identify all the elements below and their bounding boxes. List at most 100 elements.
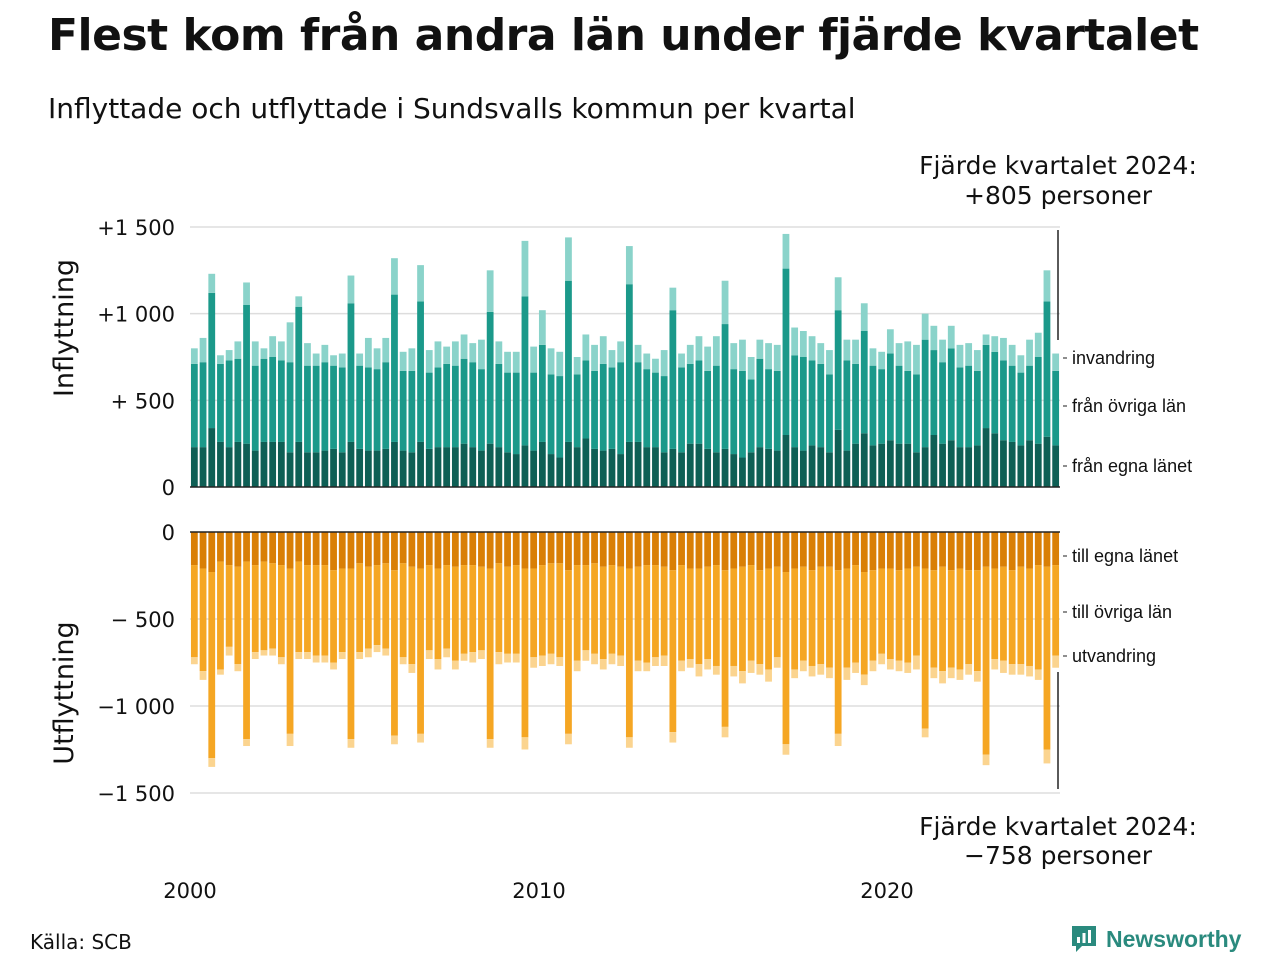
bar-in-0 — [765, 448, 772, 487]
bar-out-2 — [408, 664, 416, 673]
bar-out-2 — [834, 733, 842, 747]
bar-in-2 — [860, 303, 868, 331]
bar-in-2 — [625, 246, 633, 285]
bar-in-2 — [782, 233, 790, 269]
bar-out-1 — [582, 565, 590, 651]
bar-out-0 — [1000, 532, 1007, 567]
y-tick-label-out: − 500 — [111, 608, 175, 632]
bar-in-2 — [382, 337, 390, 363]
bar-in-1 — [921, 339, 929, 448]
bar-in-0 — [443, 447, 451, 487]
bar-out-1 — [773, 566, 781, 658]
bar-out-2 — [617, 655, 625, 666]
bar-in-2 — [391, 258, 398, 295]
bar-in-2 — [399, 351, 407, 371]
annotation-in-line2: +805 personer — [964, 181, 1153, 210]
bar-out-1 — [886, 568, 894, 660]
x-tick-label: 2010 — [512, 879, 565, 903]
bar-in-2 — [547, 348, 555, 375]
bar-in-0 — [1017, 445, 1025, 487]
bar-in-1 — [678, 367, 685, 453]
bar-in-1 — [312, 365, 320, 453]
bar-out-1 — [765, 568, 772, 670]
bar-out-1 — [904, 568, 912, 663]
bar-out-2 — [773, 657, 781, 668]
bar-in-2 — [826, 350, 833, 375]
bar-in-2 — [756, 339, 764, 359]
bar-in-0 — [565, 441, 572, 487]
bar-in-0 — [704, 448, 712, 487]
bar-out-1 — [843, 568, 851, 668]
bar-in-1 — [373, 369, 381, 451]
bar-out-2 — [521, 737, 529, 750]
bar-out-0 — [330, 532, 337, 571]
bar-in-2 — [417, 265, 424, 302]
bar-out-2 — [826, 667, 833, 679]
bar-out-0 — [538, 532, 546, 566]
bar-out-2 — [739, 671, 746, 684]
bar-in-1 — [217, 363, 224, 442]
bar-out-0 — [1034, 532, 1042, 566]
bar-in-0 — [382, 448, 390, 487]
bar-in-2 — [565, 237, 572, 281]
bar-in-2 — [190, 348, 198, 364]
bar-out-0 — [451, 532, 459, 567]
bar-in-2 — [1034, 332, 1042, 357]
bar-out-2 — [686, 659, 694, 668]
bar-in-1 — [1008, 365, 1016, 442]
bar-out-1 — [312, 565, 320, 656]
bar-in-1 — [582, 360, 590, 439]
y-tick-label-in: +1 000 — [97, 303, 175, 327]
bar-in-0 — [330, 448, 337, 487]
bar-out-0 — [1017, 532, 1025, 567]
bar-out-0 — [669, 532, 677, 571]
bar-out-2 — [399, 657, 407, 665]
bar-in-0 — [599, 450, 607, 487]
bar-in-1 — [286, 362, 294, 453]
bar-out-1 — [417, 568, 424, 734]
bar-out-1 — [269, 563, 277, 649]
bar-in-2 — [1000, 337, 1007, 361]
bar-in-0 — [417, 441, 424, 487]
bar-out-1 — [852, 565, 859, 663]
bar-in-2 — [747, 357, 755, 380]
bar-out-2 — [591, 653, 598, 665]
bar-out-0 — [730, 532, 738, 569]
bar-out-2 — [747, 660, 755, 673]
bar-out-1 — [599, 566, 607, 660]
bar-in-0 — [338, 452, 346, 487]
bar-out-0 — [399, 532, 407, 564]
bar-in-0 — [678, 452, 685, 487]
bar-in-0 — [695, 443, 703, 487]
bar-in-2 — [1026, 339, 1033, 366]
bar-in-2 — [373, 348, 381, 370]
bar-in-0 — [512, 454, 520, 487]
bar-in-2 — [773, 344, 781, 371]
bar-in-1 — [234, 358, 242, 442]
bar-out-2 — [225, 646, 233, 656]
bar-out-0 — [373, 532, 381, 566]
bar-in-1 — [904, 370, 912, 444]
bar-in-0 — [652, 447, 659, 487]
bar-out-1 — [190, 565, 198, 658]
bar-in-0 — [269, 441, 277, 487]
bar-out-1 — [356, 563, 364, 653]
bar-in-2 — [512, 351, 520, 373]
bar-out-0 — [947, 532, 955, 571]
bar-in-1 — [756, 358, 764, 448]
y-tick-label-in: 0 — [162, 476, 175, 500]
bar-in-0 — [591, 448, 598, 487]
bar-in-2 — [330, 355, 337, 366]
bar-in-0 — [295, 441, 303, 487]
bar-in-2 — [678, 353, 685, 368]
bar-in-1 — [947, 348, 955, 441]
bar-in-2 — [730, 343, 738, 370]
bar-in-2 — [669, 287, 677, 311]
bar-in-1 — [573, 374, 581, 448]
bar-in-1 — [747, 379, 755, 453]
bar-out-1 — [965, 570, 973, 665]
bar-out-1 — [1017, 566, 1025, 665]
bar-in-2 — [460, 334, 468, 359]
bar-in-1 — [599, 363, 607, 451]
bar-in-2 — [660, 350, 668, 377]
